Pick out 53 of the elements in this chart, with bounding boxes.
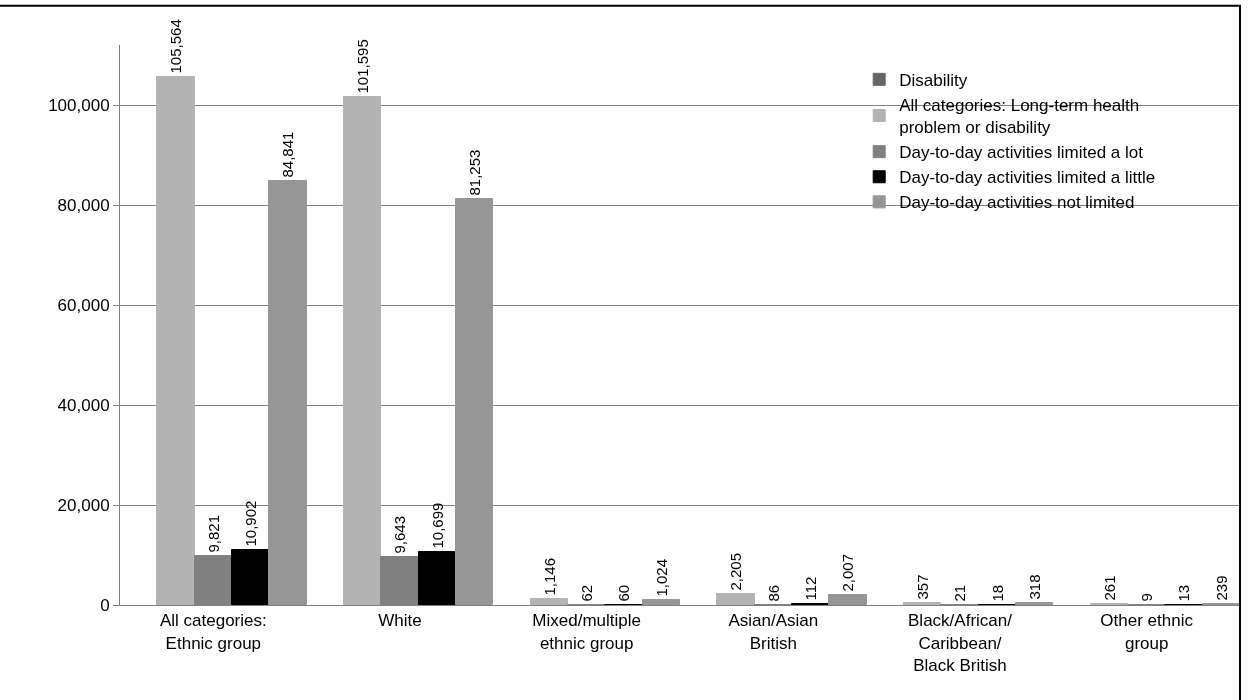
- bar: [828, 594, 867, 605]
- data-label: 2,205: [727, 552, 744, 591]
- y-tick-label: 20,000: [57, 495, 110, 515]
- legend-label: Disability: [899, 70, 968, 90]
- bar: [418, 551, 456, 605]
- data-label: 105,564: [167, 19, 184, 74]
- x-tick-label: White: [378, 611, 422, 631]
- data-label: 86: [764, 584, 782, 602]
- data-label: 357: [913, 574, 931, 600]
- y-tick-label: 0: [100, 595, 110, 615]
- bar: [716, 593, 755, 605]
- data-label: 13: [1175, 584, 1192, 602]
- data-label: 239: [1212, 575, 1230, 601]
- x-tick-label: Asian/Asian British: [728, 611, 819, 653]
- legend-label: Day-to-day activities limited a little: [899, 168, 1156, 188]
- x-tick-label: Other ethnic group: [1100, 611, 1194, 653]
- bar: [903, 602, 941, 605]
- data-label: 21: [951, 584, 968, 602]
- data-label: 84,841: [279, 131, 296, 178]
- data-label: 101,595: [353, 39, 371, 94]
- data-label: 9: [1137, 593, 1155, 602]
- data-label: 1,024: [652, 558, 670, 597]
- y-tick-label: 80,000: [57, 195, 110, 215]
- y-tick-label: 60,000: [57, 295, 110, 315]
- data-label: 9,821: [204, 514, 222, 553]
- bar: [343, 96, 381, 605]
- data-label: 1,146: [540, 557, 558, 596]
- bar: [530, 598, 568, 605]
- data-label: 10,699: [428, 502, 446, 549]
- data-label: 60: [615, 584, 632, 602]
- bar: [1015, 602, 1053, 605]
- y-tick-label: 40,000: [57, 395, 110, 415]
- data-label: 81,253: [465, 149, 483, 196]
- bar: [231, 549, 269, 605]
- data-label: 10,902: [241, 500, 259, 547]
- y-tick-label: 100,000: [48, 95, 110, 115]
- bar: [156, 76, 195, 605]
- data-label: 18: [988, 584, 1006, 602]
- data-label: 318: [1025, 574, 1043, 600]
- data-label: 2,007: [839, 553, 856, 592]
- data-label: 62: [577, 584, 595, 602]
- bar: [455, 198, 493, 605]
- data-label: 112: [801, 576, 819, 601]
- x-tick-label: Black/African/ Caribbean/ Black British: [908, 611, 1013, 675]
- x-tick-label: All categories: Ethnic group: [159, 611, 267, 653]
- bar: [268, 180, 307, 605]
- data-label: 261: [1100, 575, 1118, 601]
- legend-label: Day-to-day activities not limited: [899, 193, 1135, 213]
- data-label: 9,643: [391, 515, 408, 554]
- bar: [642, 599, 680, 605]
- legend-label: Day-to-day activities limited a lot: [899, 143, 1144, 163]
- x-tick-label: Mixed/multiple ethnic group: [532, 611, 641, 653]
- legend-label: All categories: Long-term health problem or disability: [899, 96, 1140, 138]
